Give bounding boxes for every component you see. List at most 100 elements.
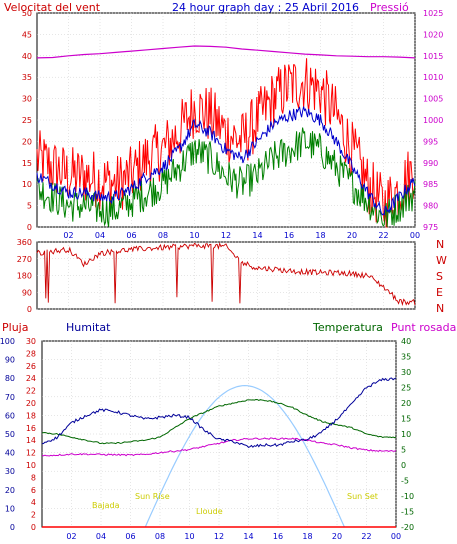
humidity-tick-100: 100 [0,337,15,346]
wind-tick-50: 50 [22,9,32,18]
pressure-tick-980: 980 [423,202,438,211]
pressure-tick-990: 990 [423,159,438,168]
solar-annotation-2: Lloude [196,507,223,516]
humidity-y-ticks: 0 10 20 30 40 50 60 70 80 90 100 [0,337,15,532]
compass-4: N [436,302,444,315]
wind-xtick-12: 12 [221,231,231,240]
temp-tick-35: 35 [401,353,411,362]
wind-axis-label: Velocitat del vent [4,1,101,14]
humidity-line [41,377,397,449]
wind-x-ticks: 02 04 06 08 10 12 14 16 18 20 22 00 [63,231,420,240]
wind-xtick-16: 16 [284,231,294,240]
compass-1: W [436,254,447,267]
direction-series [36,242,416,307]
wind-tick-35: 35 [22,73,32,82]
humidity-xtick-18: 18 [302,532,312,541]
wind-tick-40: 40 [22,52,32,61]
dewpoint-line [41,437,397,457]
wind-tick-25: 25 [22,116,32,125]
temp-tick-0: 0 [401,461,406,470]
wind-tick-10: 10 [22,180,32,189]
rain-tick-20: 20 [26,399,36,408]
wind-xtick-22: 22 [378,231,388,240]
temperature-y-ticks: -20 -15 -10 -5 0 5 10 15 20 25 30 35 40 [401,337,414,532]
compass-0: N [436,238,444,251]
rain-tick-26: 26 [26,362,36,371]
humidity-tick-60: 60 [5,411,15,420]
rain-tick-6: 6 [31,486,36,495]
sunrise-label: Sun Rise [135,492,170,501]
pressure-y-ticks: 975 980 985 990 995 1000 1005 1010 1015 1020 1025 [423,9,443,232]
humidity-series [41,377,397,528]
humidity-tick-30: 30 [5,467,15,476]
humidity-tick-40: 40 [5,449,15,458]
sunset-label: Sun Set [347,492,378,501]
pressure-line [36,45,416,59]
rain-tick-22: 22 [26,387,36,396]
temp-tick--10: -10 [401,492,414,501]
humidity-xtick-12: 12 [214,532,224,541]
wind-tick-20: 20 [22,137,32,146]
wind-xtick-00: 00 [410,231,420,240]
rain-tick-16: 16 [26,424,36,433]
temp-tick-40: 40 [401,337,411,346]
temperature-label: Temperatura [312,321,383,334]
temperature-line [41,398,397,445]
rain-tick-2: 2 [31,511,36,520]
humidity-xtick-14: 14 [243,532,253,541]
direction-y-ticks: 0 90 180 270 360 [17,238,32,314]
pressure-tick-1015: 1015 [423,52,443,61]
solar-curve [144,384,345,528]
rain-tick-10: 10 [26,461,36,470]
pressure-tick-985: 985 [423,180,438,189]
humidity-label: Humitat [66,321,111,334]
wind-xtick-02: 02 [63,231,73,240]
rain-tick-14: 14 [26,436,36,445]
wind-tick-30: 30 [22,95,32,104]
wind-xtick-18: 18 [315,231,325,240]
wind-y-ticks: 0 5 10 15 20 25 30 35 40 45 50 [22,9,32,232]
pressure-tick-1020: 1020 [423,30,443,39]
humidity-xtick-02: 02 [66,532,76,541]
direction-tick-360: 360 [17,238,32,247]
compass-2: S [436,270,443,283]
humidity-tick-0: 0 [10,523,15,532]
temp-tick--15: -15 [401,508,414,517]
wind-xtick-06: 06 [126,231,136,240]
humidity-tick-10: 10 [5,504,15,513]
solar-annotation-1: Bajada [92,501,120,510]
wind-xtick-14: 14 [252,231,262,240]
pressure-tick-1010: 1010 [423,73,443,82]
wind-xtick-10: 10 [189,231,199,240]
dewpoint-label: Punt rosada [391,321,456,334]
wind-tick-45: 45 [22,30,32,39]
temp-tick-20: 20 [401,399,411,408]
rain-tick-28: 28 [26,349,36,358]
direction-tick-270: 270 [17,255,32,264]
humidity-xtick-04: 04 [96,532,106,541]
temp-tick-15: 15 [401,415,411,424]
temp-tick-25: 25 [401,384,411,393]
humidity-tick-20: 20 [5,486,15,495]
temp-tick--20: -20 [401,523,414,532]
average-wind-line [36,106,416,216]
direction-tick-180: 180 [17,272,32,281]
direction-tick-0: 0 [27,305,32,314]
pressure-axis-label: Pressió [370,1,409,14]
humidity-tick-80: 80 [5,374,15,383]
low-wind-line [36,127,416,227]
humidity-xtick-10: 10 [184,532,194,541]
temp-tick-10: 10 [401,430,411,439]
wind-tick-5: 5 [27,202,32,211]
humidity-xtick-08: 08 [155,532,165,541]
humidity-xtick-16: 16 [273,532,283,541]
pressure-tick-995: 995 [423,137,438,146]
temp-tick--5: -5 [401,477,409,486]
pressure-tick-975: 975 [423,223,438,232]
pressure-tick-1000: 1000 [423,116,443,125]
graph-title: 24 hour graph day : 25 Abril 2016 [172,1,359,14]
